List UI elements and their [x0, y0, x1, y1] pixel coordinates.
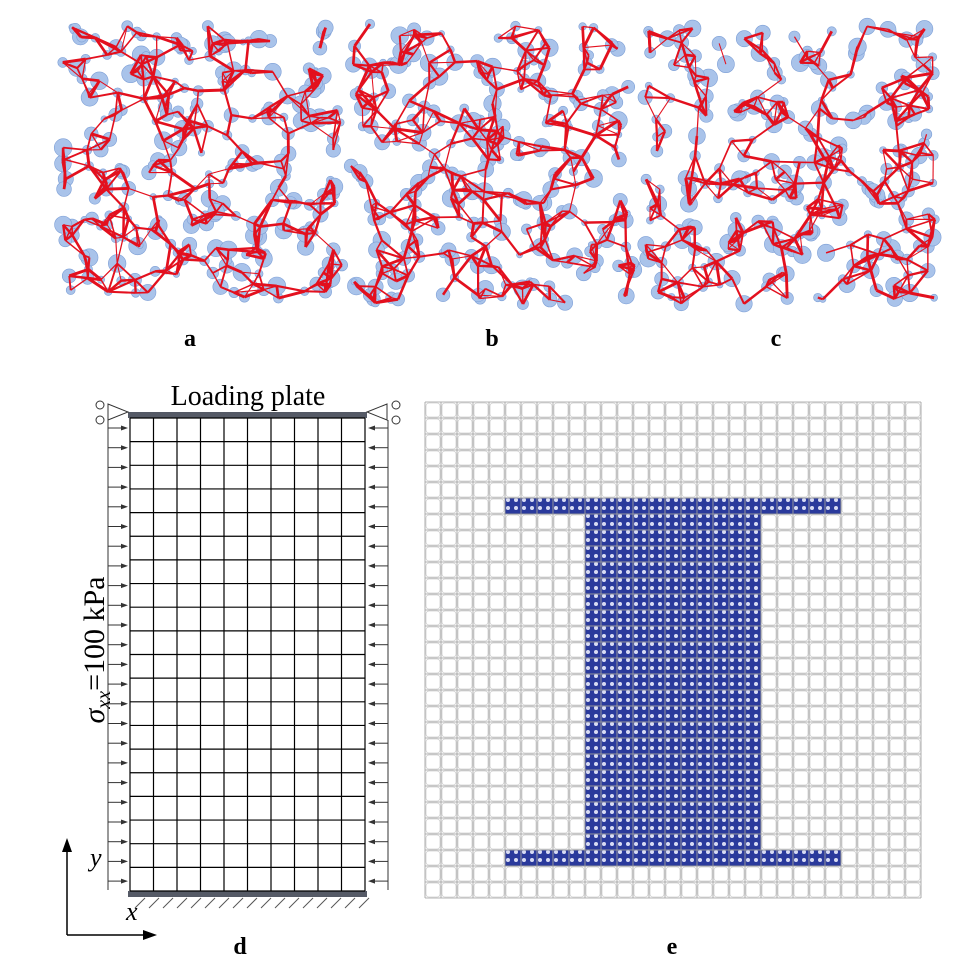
roller — [107, 403, 388, 421]
model-schematic: Loading plate σxx=100 kPa y x — [62, 381, 401, 940]
panel-label: d — [233, 934, 247, 960]
panel-label: c — [771, 326, 782, 352]
base-plate — [128, 891, 367, 897]
particle-networks — [53, 17, 942, 313]
plate-label: Loading plate — [171, 381, 326, 412]
axis-label: y — [87, 843, 102, 872]
network-panel — [53, 19, 348, 304]
mesh — [424, 401, 922, 899]
network-panel — [343, 18, 643, 311]
panel-label: b — [485, 326, 498, 352]
stress-label: σxx=100 kPa — [78, 577, 115, 724]
panel-label: a — [184, 326, 196, 352]
loading-plate — [128, 412, 367, 418]
axis-label: x — [125, 897, 138, 926]
network-panel — [637, 17, 942, 313]
panel-label: e — [667, 934, 678, 960]
